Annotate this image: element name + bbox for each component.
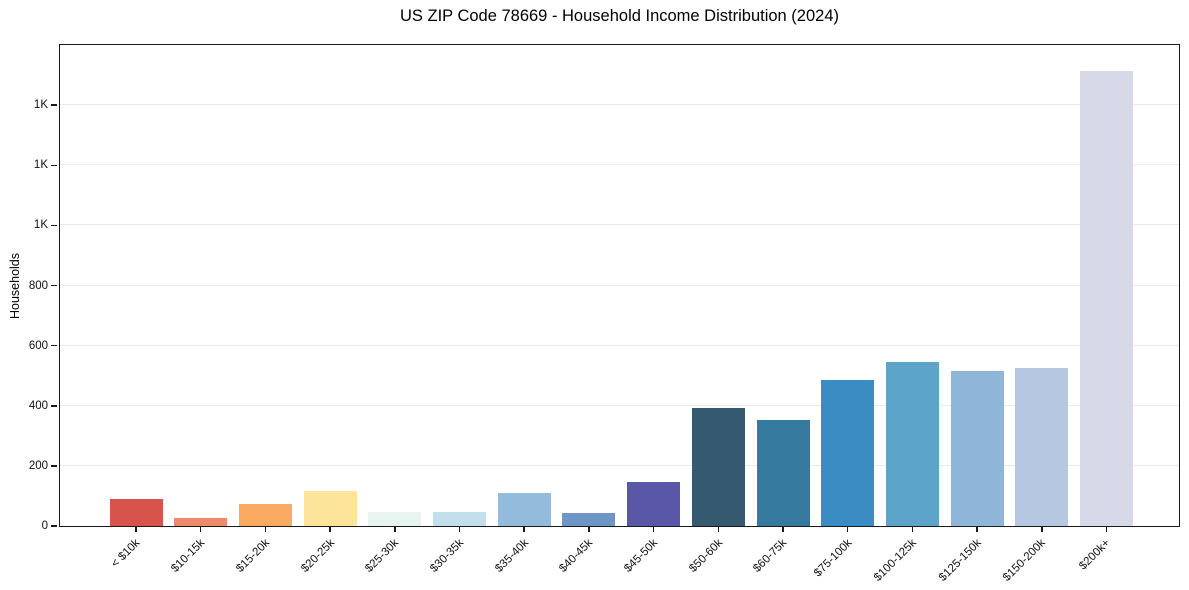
x-tick-mark	[588, 526, 590, 532]
x-tick-mark	[264, 526, 267, 532]
y-tick-mark	[51, 405, 57, 407]
y-tick-mark	[51, 104, 57, 106]
y-gridline	[60, 344, 1179, 346]
bar	[303, 491, 357, 526]
x-tick-label: $35-40k	[492, 537, 531, 575]
x-tick-label: $45-50k	[622, 537, 661, 575]
y-gridline	[60, 164, 1179, 166]
y-tick-label: 800	[28, 279, 48, 292]
y-tick-label: 200	[28, 459, 48, 472]
bar	[1080, 70, 1133, 526]
y-tick-label: 1K	[33, 219, 48, 232]
x-tick-mark	[846, 526, 849, 532]
bar	[756, 419, 810, 526]
x-tick-label: < $10k	[109, 537, 143, 571]
y-tick-mark	[51, 465, 57, 467]
x-tick-label: $30-35k	[428, 537, 466, 575]
x-tick-label: $20-25k	[298, 537, 337, 575]
y-tick-mark	[51, 164, 57, 166]
x-tick-mark	[782, 526, 784, 532]
bar	[109, 498, 163, 526]
x-tick-mark	[976, 526, 978, 532]
x-tick-mark	[652, 526, 655, 532]
bar	[238, 504, 292, 526]
x-tick-mark	[1105, 526, 1108, 532]
y-tick-mark	[51, 284, 57, 287]
y-tick-mark	[51, 344, 57, 347]
y-tick-label: 1K	[33, 99, 48, 112]
bar	[691, 407, 745, 526]
y-tick-mark	[51, 224, 57, 227]
y-gridline	[60, 104, 1179, 106]
x-tick-label: $10-15k	[169, 537, 208, 575]
x-tick-label: $15-20k	[234, 537, 272, 575]
x-tick-label: $200k+	[1077, 537, 1113, 573]
x-tick-mark	[199, 526, 202, 532]
x-tick-label: $125-150k	[936, 537, 984, 584]
x-tick-label: $50-60k	[686, 537, 725, 575]
x-tick-mark	[329, 526, 331, 532]
y-tick-label: 400	[28, 399, 48, 412]
x-tick-label: $60-75k	[751, 537, 790, 575]
y-gridline	[60, 404, 1179, 406]
y-axis-title: Households	[8, 252, 22, 320]
x-tick-mark	[394, 526, 396, 532]
bar	[562, 513, 616, 526]
x-tick-mark	[135, 526, 137, 532]
y-gridline	[60, 464, 1179, 466]
bar	[497, 493, 551, 526]
x-tick-mark	[1041, 526, 1043, 532]
y-tick-mark	[51, 525, 57, 527]
bar	[433, 512, 486, 526]
y-tick-label: 0	[41, 520, 48, 532]
y-gridline	[60, 284, 1179, 286]
x-tick-label: $25-30k	[363, 537, 402, 575]
x-tick-label: $100-125k	[871, 537, 919, 584]
bar	[885, 361, 939, 526]
x-tick-mark	[717, 526, 720, 532]
x-tick-label: $40-45k	[557, 537, 596, 575]
x-tick-label: $75-100k	[811, 537, 855, 580]
bar	[368, 511, 422, 526]
bar	[950, 370, 1004, 526]
plot-area: 0 200 400 600 800 1K 1K 1K < $10k $10-15k $15-20k $…	[29, 44, 1180, 584]
bar	[627, 481, 681, 526]
x-tick-mark	[523, 526, 525, 532]
y-tick-label: 1K	[33, 159, 48, 172]
bar	[821, 379, 875, 526]
x-tick-mark	[911, 526, 914, 532]
x-tick-label: $150-200k	[1001, 537, 1049, 584]
bar	[174, 517, 228, 526]
y-tick-label: 600	[28, 339, 48, 352]
bar	[1015, 368, 1069, 526]
chart-title: US ZIP Code 78669 - Household Income Dis…	[399, 7, 839, 25]
y-gridline	[60, 224, 1179, 226]
x-tick-mark	[458, 526, 461, 532]
